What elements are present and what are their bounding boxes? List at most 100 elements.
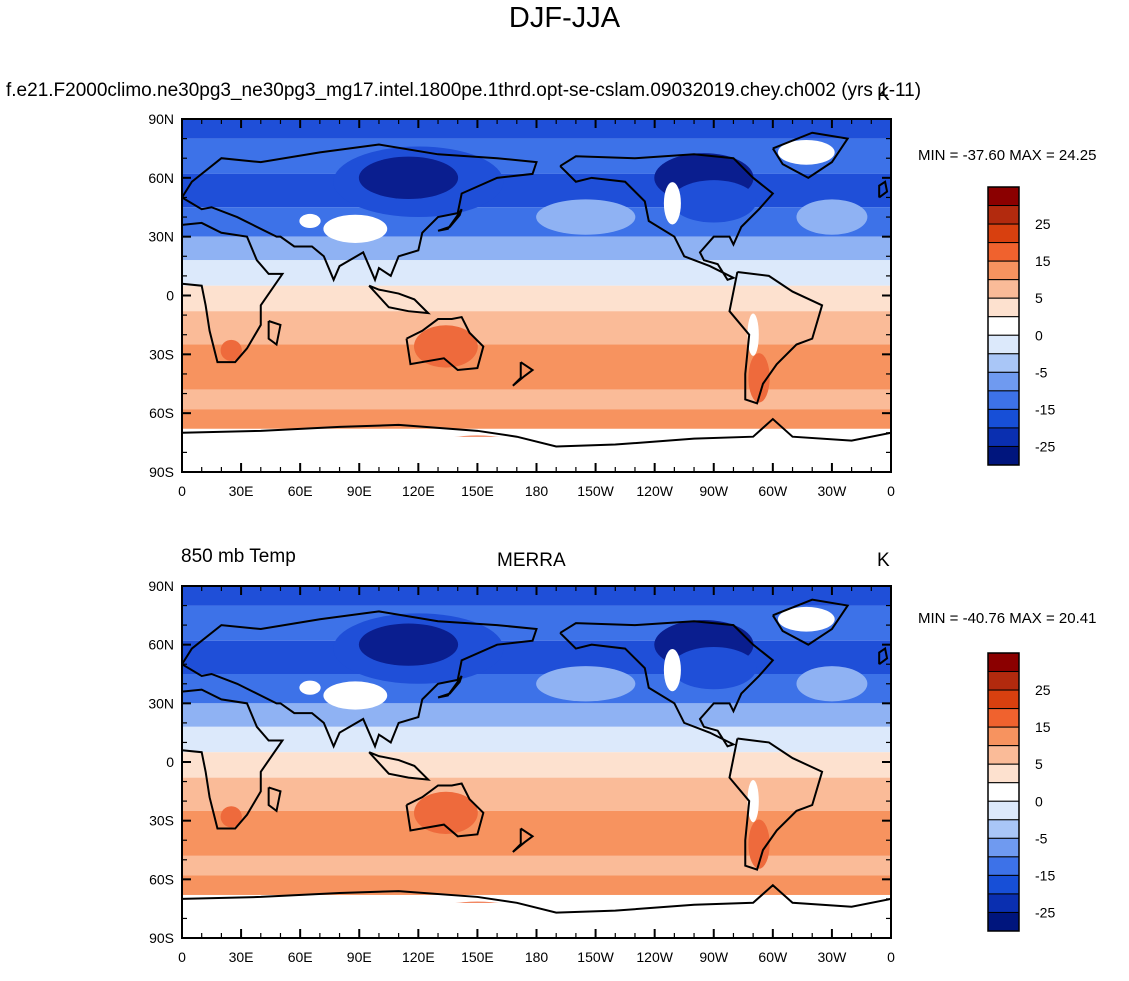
- colorbar-label: 25: [1035, 682, 1051, 698]
- colorbar-swatch: [987, 763, 1020, 784]
- lat-band: [182, 810, 891, 856]
- coastline: [182, 610, 538, 750]
- coastline: [182, 688, 285, 830]
- colorbar-swatch: [987, 726, 1020, 747]
- coastline: [267, 320, 282, 347]
- panel2-dataset-label: MERRA: [497, 550, 566, 571]
- colorbar-label: 5: [1035, 290, 1043, 306]
- lon-label: 0: [887, 949, 895, 965]
- lat-label: 90S: [149, 464, 174, 480]
- lat-band: [182, 207, 891, 237]
- colorbar-label: -5: [1035, 830, 1048, 846]
- lat-band: [182, 855, 891, 876]
- cold-region: [671, 180, 757, 223]
- panel1-min-max: MIN = -37.60 MAX = 24.25: [918, 147, 1097, 164]
- coastline: [878, 180, 889, 199]
- colorbar-label: -15: [1035, 401, 1055, 417]
- missing-data: [747, 779, 759, 823]
- ocean-region: [796, 666, 868, 702]
- colorbar-swatch: [987, 708, 1020, 728]
- lat-band: [182, 777, 891, 811]
- colorbar-label: -25: [1035, 438, 1055, 454]
- warm-region: [414, 791, 478, 834]
- lat-label: 90S: [149, 930, 174, 946]
- coastline: [728, 737, 824, 871]
- coastline: [437, 208, 463, 232]
- lon-label: 90W: [699, 949, 729, 965]
- colorbar-swatch: [987, 260, 1020, 281]
- colorbar-swatch: [987, 242, 1020, 262]
- lon-label: 150E: [461, 949, 494, 965]
- lon-label: 120E: [402, 949, 435, 965]
- missing-data: [747, 313, 759, 356]
- panel1-units: K: [877, 84, 890, 105]
- missing-data: [323, 681, 388, 710]
- coastline: [368, 284, 431, 315]
- coastline: [405, 782, 485, 838]
- coastline: [512, 361, 535, 387]
- colorbar-swatch: [987, 893, 1020, 913]
- colorbar-swatch: [987, 316, 1020, 336]
- colorbar-swatch: [987, 353, 1020, 373]
- colorbar-label: 0: [1035, 793, 1043, 809]
- colorbar-swatch: [987, 800, 1020, 821]
- coastline: [559, 153, 775, 282]
- colorbar-swatch: [987, 371, 1020, 392]
- colorbar-label: -5: [1035, 364, 1048, 380]
- colorbar-label: 5: [1035, 756, 1043, 772]
- panel2-min-max: MIN = -40.76 MAX = 20.41: [918, 610, 1097, 627]
- colorbar-label: -15: [1035, 867, 1055, 883]
- lat-band: [182, 875, 891, 895]
- coastline: [771, 598, 850, 646]
- ocean-region: [796, 199, 868, 235]
- temperature-field: [182, 586, 891, 938]
- lat-label: 30S: [149, 346, 174, 362]
- colorbar-swatch: [987, 819, 1020, 839]
- lon-label: 90E: [347, 483, 372, 499]
- colorbar-swatch: [987, 445, 1020, 466]
- lon-label: 120E: [402, 483, 435, 499]
- lon-label: 120W: [636, 949, 673, 965]
- lat-label: 30N: [148, 695, 174, 711]
- lat-band: [182, 726, 891, 753]
- colorbar-swatch: [987, 390, 1020, 410]
- lat-label: 60S: [149, 405, 174, 421]
- coastline: [878, 646, 889, 666]
- colorbar-swatch: [987, 205, 1020, 225]
- warm-region: [748, 353, 770, 403]
- figure-title: DJF-JJA: [508, 2, 621, 34]
- lon-label: 30W: [818, 483, 848, 499]
- panel2-units: K: [877, 550, 890, 571]
- lat-band: [182, 674, 891, 704]
- lat-label: 30N: [148, 229, 174, 245]
- colorbar-swatch: [987, 745, 1020, 765]
- coastline: [182, 143, 538, 283]
- colorbar-swatch: [987, 874, 1020, 895]
- lat-label: 90N: [148, 578, 174, 594]
- lat-label: 60N: [148, 170, 174, 186]
- cold-region: [671, 647, 757, 690]
- lat-band: [182, 389, 891, 410]
- colorbar-swatch: [987, 223, 1020, 244]
- lat-band: [182, 236, 891, 261]
- cold-core: [358, 623, 459, 666]
- lon-label: 30E: [229, 949, 254, 965]
- colorbar-swatch: [987, 911, 1020, 932]
- lat-label: 90N: [148, 111, 174, 127]
- colorbar-swatch: [987, 334, 1020, 355]
- coastline: [182, 883, 891, 914]
- lon-label: 60E: [288, 483, 313, 499]
- missing-data: [299, 680, 321, 695]
- missing-data: [777, 139, 835, 165]
- lon-label: 30W: [818, 949, 848, 965]
- lon-label: 60W: [758, 949, 788, 965]
- lon-label: 0: [178, 949, 186, 965]
- ocean-region: [536, 666, 636, 702]
- lon-label: 180: [525, 483, 549, 499]
- warm-region: [220, 339, 242, 362]
- colorbar-swatch: [987, 297, 1020, 318]
- colorbar-label: 15: [1035, 253, 1051, 269]
- lon-label: 150W: [577, 483, 614, 499]
- colorbar-label: -25: [1035, 904, 1055, 920]
